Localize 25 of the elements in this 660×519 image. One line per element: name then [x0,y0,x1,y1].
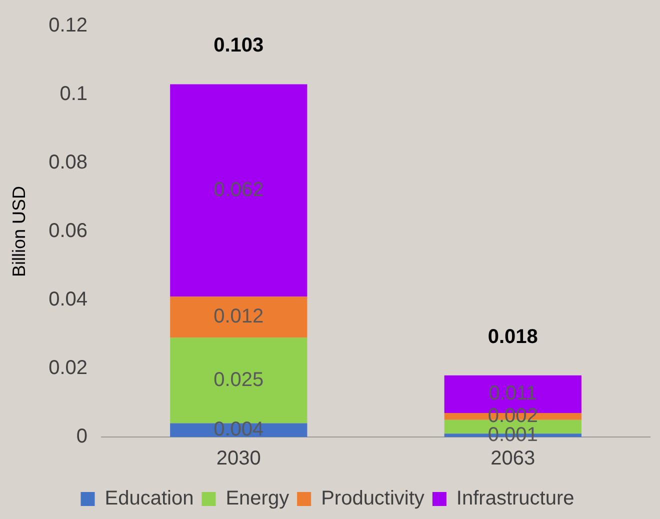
data-label: 0.062 [214,178,264,201]
y-tick-label: 0.06 [48,220,88,242]
legend-label: Productivity [321,488,424,510]
bar [170,296,308,338]
y-tick-label: 0.1 [60,83,88,106]
data-label: 0.011 [488,382,538,405]
y-tick-label: 0.04 [48,288,88,311]
legend-label: Energy [226,488,290,510]
bar [170,84,308,297]
legend-label: Education [104,488,194,510]
y-tick-label: 0.08 [48,152,88,174]
y-axis-title: Billion USD [8,186,29,278]
y-tick-label: 0 [76,426,88,448]
data-label: 0.025 [214,369,264,392]
x-tick-label: 2030 [216,448,261,470]
legend-label: Infrastructure [456,488,574,510]
y-tick-label: 0.02 [48,357,88,380]
data-label: 0.004 [214,418,264,441]
total-label: 0.018 [488,326,538,348]
y-tick-label: 0.12 [48,14,88,37]
data-label: 0.001 [488,424,538,446]
data-label: 0.012 [214,306,264,328]
total-label: 0.103 [214,34,264,57]
bar [170,338,308,424]
x-tick-label: 2063 [490,448,536,470]
